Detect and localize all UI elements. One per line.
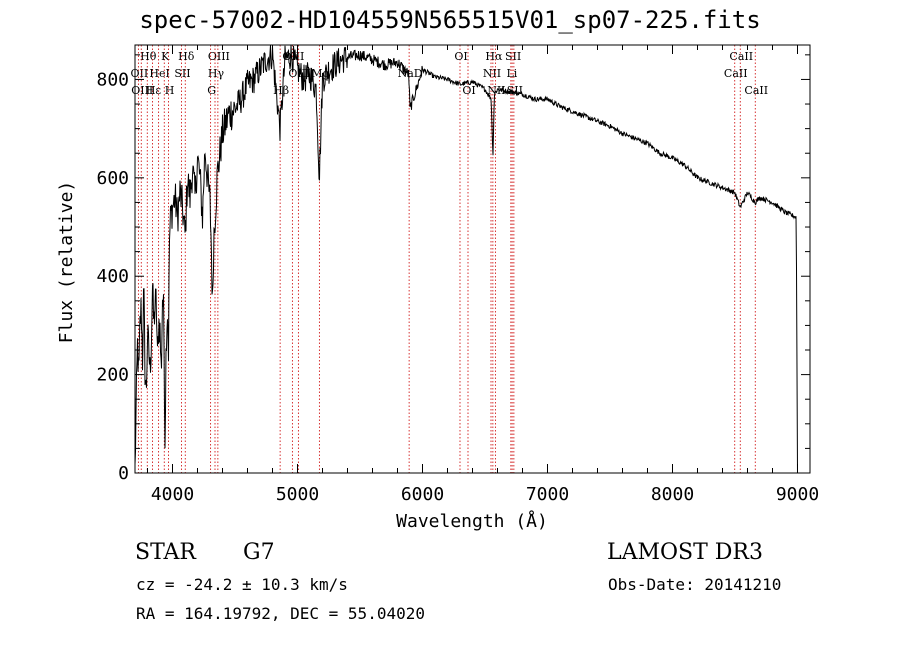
y-axis-label: Flux (relative) xyxy=(56,181,77,344)
y-tick-label-0: 0 xyxy=(118,463,129,484)
line-marker-label-23: Li xyxy=(506,67,517,80)
line-marker-label-18: OI xyxy=(462,84,475,97)
line-marker-label-12: Hβ xyxy=(273,84,289,97)
line-marker-label-2: OIII xyxy=(131,84,153,97)
y-tick-label-4: 800 xyxy=(96,69,129,90)
x-axis-label: Wavelength (Å) xyxy=(396,510,548,532)
series-group xyxy=(134,44,798,474)
line-marker-label-7: Hδ xyxy=(178,50,195,63)
series-line-flux xyxy=(134,44,798,474)
line-marker-label-3: Hε xyxy=(146,84,162,97)
line-marker-label-26: CaII xyxy=(724,67,748,80)
line-marker-label-9: OIII xyxy=(208,50,230,63)
line-marker-label-10: Hγ xyxy=(208,67,225,80)
line-marker-label-21: NII xyxy=(487,84,505,97)
line-marker-label-6: H xyxy=(165,84,175,97)
object-subclass: G7 xyxy=(243,540,275,565)
line-marker-label-27: CaII xyxy=(744,84,768,97)
ra-dec: RA = 164.19792, DEC = 55.04020 xyxy=(136,604,425,623)
observation-date: Obs-Date: 20141210 xyxy=(608,575,782,594)
line-marker-label-4: HeI xyxy=(149,67,169,80)
x-tick-label-4: 8000 xyxy=(651,484,694,505)
line-marker-label-22: SII xyxy=(505,50,521,63)
object-class: STAR xyxy=(135,540,196,565)
chart-title: spec-57002-HD104559N565515V01_sp07-225.f… xyxy=(139,6,761,34)
y-tick-label-1: 200 xyxy=(96,365,129,386)
x-tick-label-0: 4000 xyxy=(151,484,194,505)
x-tick-label-2: 6000 xyxy=(401,484,444,505)
line-marker-label-5: K xyxy=(161,50,170,63)
x-tick-label-3: 7000 xyxy=(526,484,569,505)
x-tick-label-5: 9000 xyxy=(776,484,819,505)
line-marker-label-0: Hθ xyxy=(140,50,157,63)
axis-ticks: 4000 5000 6000 7000 8000 9000 0 200 400 600 800 xyxy=(96,45,819,505)
y-tick-label-2: 400 xyxy=(96,266,129,287)
line-marker-label-24: SII xyxy=(507,84,523,97)
line-marker-label-20: NII xyxy=(483,67,501,80)
line-marker-label-8: SII xyxy=(174,67,190,80)
line-marker-label-1: OII xyxy=(131,67,149,80)
line-marker-label-11: G xyxy=(207,84,216,97)
y-tick-label-3: 600 xyxy=(96,168,129,189)
line-marker-label-25: CaII xyxy=(729,50,753,63)
line-marker-label-19: Hα xyxy=(485,50,503,63)
x-tick-label-1: 5000 xyxy=(276,484,319,505)
survey-name: LAMOST DR3 xyxy=(607,540,763,565)
line-marker-label-17: OI xyxy=(454,50,467,63)
redshift-cz: cz = -24.2 ± 10.3 km/s xyxy=(136,575,348,594)
line-marker-label-16: NaD xyxy=(398,67,423,80)
